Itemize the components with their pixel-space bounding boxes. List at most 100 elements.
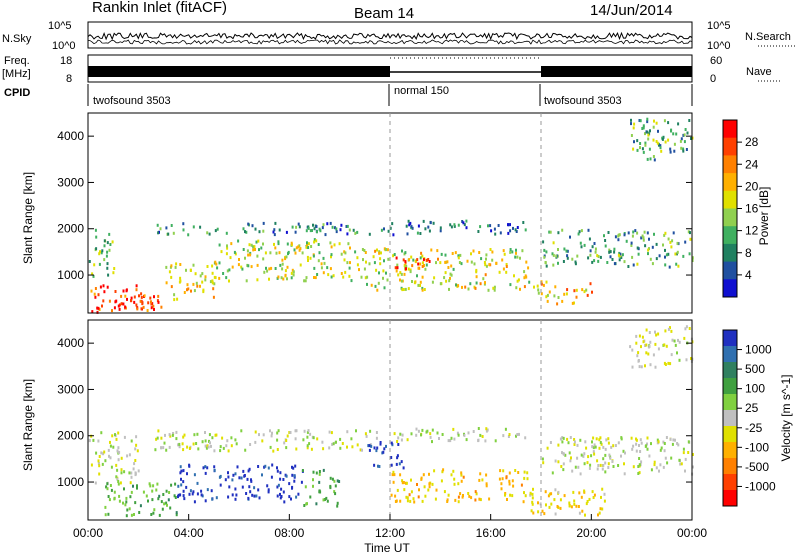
- power-cell: [484, 281, 486, 285]
- power-cell: [402, 258, 405, 262]
- power-cell: [98, 252, 101, 256]
- velocity-cell: [97, 462, 100, 465]
- power-cell: [459, 253, 462, 257]
- power-cell: [448, 279, 451, 283]
- velocity-cell: [291, 473, 294, 477]
- velocity-cell: [120, 471, 123, 475]
- velocity-cell: [390, 441, 393, 445]
- velocity-cell: [529, 491, 532, 495]
- velocity-cell: [635, 437, 637, 441]
- power-cell: [292, 273, 295, 277]
- power-cell: [165, 265, 168, 269]
- power-cell: [515, 230, 518, 233]
- velocity-cell: [522, 500, 525, 504]
- power-cell: [448, 287, 450, 291]
- power-cell: [528, 280, 531, 284]
- power-cell: [498, 270, 501, 274]
- power-ytick-label: 1000: [57, 268, 84, 282]
- power-cell: [269, 251, 272, 255]
- xlabel: Time UT: [364, 541, 410, 554]
- velocity-cell: [598, 511, 601, 515]
- power-cell: [649, 157, 652, 161]
- power-cell: [644, 244, 647, 248]
- velocity-cell: [113, 497, 116, 501]
- velocity-cell: [200, 493, 203, 497]
- velocity-cell: [211, 497, 214, 501]
- power-cell: [647, 252, 649, 256]
- velocity-cell: [213, 468, 216, 472]
- power-cell: [331, 225, 334, 229]
- velocity-cell: [219, 474, 222, 478]
- velocity-cell: [160, 500, 163, 504]
- velocity-cell: [614, 444, 617, 447]
- velocity-cell: [598, 438, 601, 442]
- power-cell: [672, 132, 675, 136]
- power-cell: [284, 273, 287, 277]
- power-cell: [204, 275, 207, 279]
- power-cell: [507, 223, 509, 227]
- velocity-cell: [546, 446, 549, 450]
- velocity-cell: [301, 469, 304, 472]
- power-cell: [454, 251, 457, 255]
- velocity-colorbar-label: Velocity [m s^-1]: [779, 375, 793, 462]
- velocity-cell: [376, 446, 379, 450]
- power-cell: [637, 252, 640, 256]
- velocity-cell: [512, 484, 515, 488]
- velocity-cell: [370, 444, 373, 448]
- power-cell: [585, 288, 588, 292]
- velocity-cell: [116, 477, 119, 481]
- velocity-cell: [257, 465, 260, 468]
- velocity-colorbar-swatch: [723, 442, 737, 459]
- velocity-cell: [586, 461, 589, 465]
- power-cell: [111, 309, 113, 313]
- velocity-cell: [553, 498, 556, 502]
- velocity-cell: [499, 469, 502, 473]
- power-cell: [120, 302, 123, 306]
- power-cell: [256, 254, 259, 258]
- power-cell: [608, 250, 611, 254]
- cpid-segment-3: twofsound 3503: [544, 95, 622, 107]
- power-cell: [396, 266, 399, 270]
- velocity-cell: [433, 469, 436, 473]
- velocity-cell: [508, 433, 511, 436]
- velocity-cell: [450, 473, 453, 477]
- power-cell: [363, 267, 366, 271]
- velocity-cell: [406, 496, 409, 500]
- power-cell: [303, 279, 306, 283]
- power-cell: [323, 261, 326, 265]
- power-cell: [186, 283, 189, 287]
- power-cell: [298, 244, 301, 248]
- power-cell: [553, 294, 556, 298]
- velocity-cell: [115, 437, 118, 441]
- power-cell: [140, 307, 143, 311]
- power-cell: [659, 146, 662, 150]
- power-cell: [313, 240, 316, 244]
- velocity-cell: [676, 442, 679, 445]
- power-cell: [99, 285, 102, 289]
- power-cell: [545, 264, 548, 268]
- power-cell: [490, 229, 493, 233]
- power-cell: [580, 229, 583, 233]
- velocity-cell: [568, 504, 571, 508]
- power-cell: [330, 245, 333, 249]
- power-cell: [687, 230, 690, 234]
- power-cell: [655, 140, 658, 143]
- power-cell: [665, 253, 668, 257]
- velocity-cell: [193, 473, 196, 477]
- velocity-cell: [288, 431, 291, 434]
- velocity-cell: [638, 334, 641, 338]
- velocity-cell: [659, 448, 662, 452]
- power-cell: [683, 140, 686, 144]
- power-cell: [457, 284, 460, 288]
- velocity-cell: [135, 435, 138, 439]
- power-colorbar-swatch: [723, 155, 737, 174]
- velocity-cell: [524, 436, 527, 440]
- power-cell: [313, 266, 316, 270]
- power-cell: [580, 245, 583, 249]
- power-cell: [552, 241, 555, 245]
- velocity-cell: [195, 442, 198, 445]
- velocity-cell: [101, 462, 104, 466]
- velocity-cell: [682, 447, 685, 451]
